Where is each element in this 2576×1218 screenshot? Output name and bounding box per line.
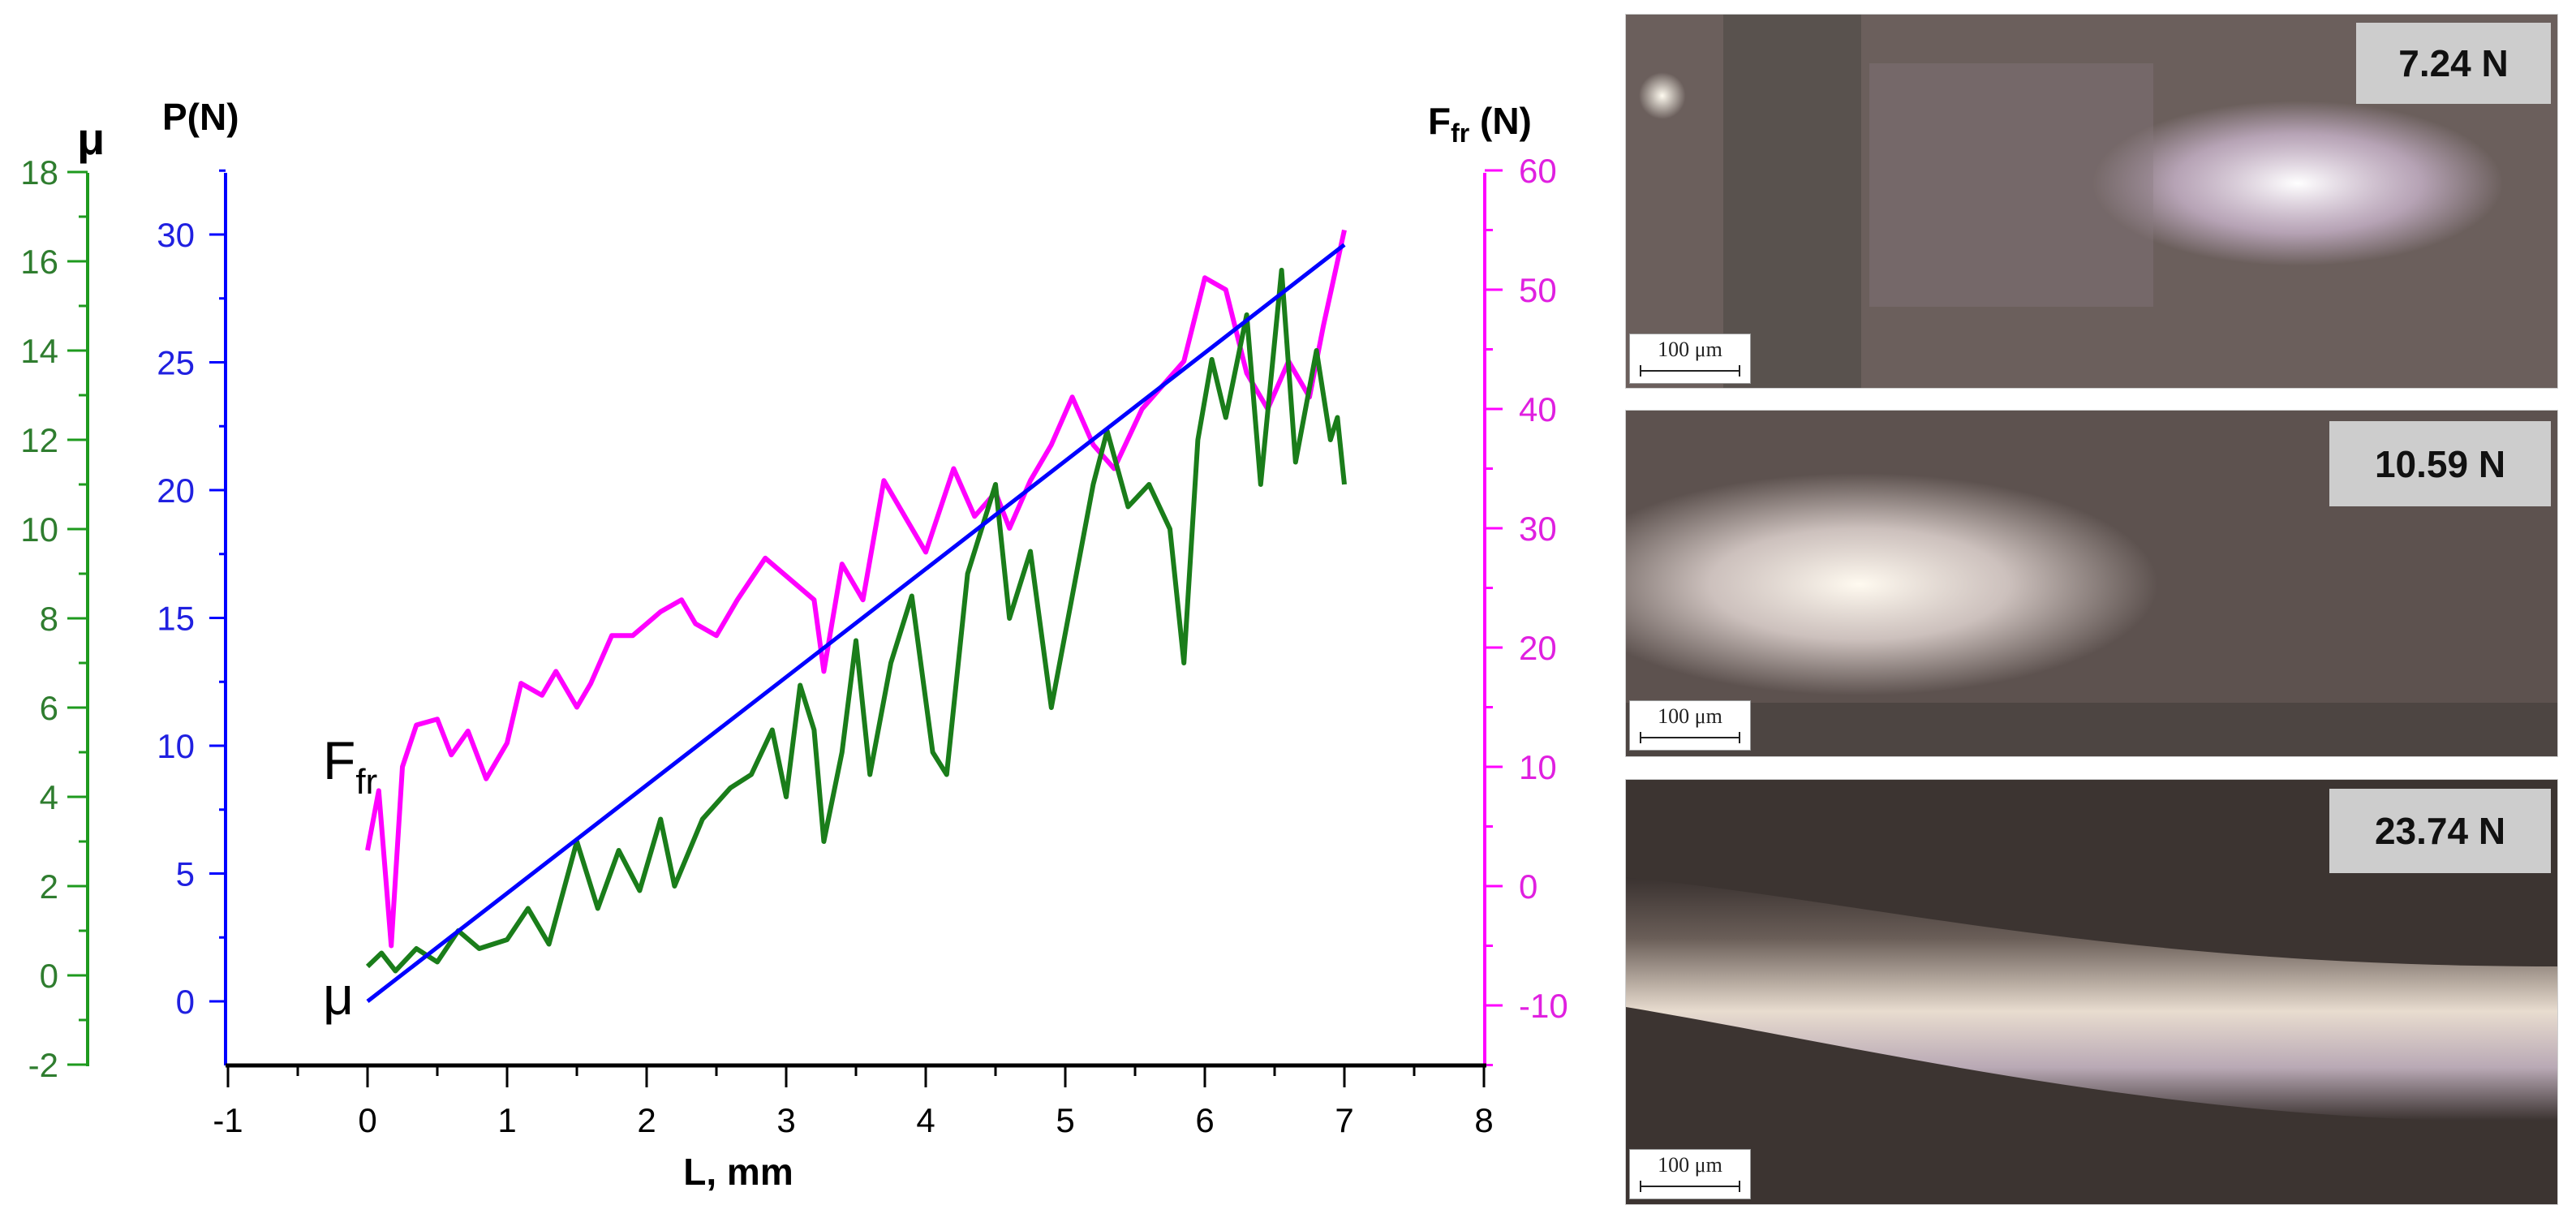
load-tick-label: 30 <box>157 216 195 254</box>
mu-tick-label: 18 <box>20 153 58 192</box>
load-series-line <box>366 243 1346 1003</box>
scale-bar-3-text: 100 μm <box>1658 1153 1722 1177</box>
mu-tick-label: -2 <box>28 1046 58 1084</box>
friction-tick-label: 40 <box>1519 390 1557 428</box>
mu-tick-label: 4 <box>40 778 58 816</box>
x-tick-label: -1 <box>213 1101 243 1139</box>
load-label-1: 7.24 N <box>2356 23 2551 104</box>
x-tick-label: 3 <box>776 1101 795 1139</box>
scale-bar-3: 100 μm <box>1629 1149 1751 1199</box>
axis-titles: μ P(N) Ffr (N) L, mm Ffr μ <box>77 96 1532 1193</box>
distance-axis: -1 0 1 2 3 4 5 6 7 8 <box>213 1063 1494 1139</box>
scale-bar-2-line <box>1640 732 1740 743</box>
micrograph-1: 7.24 N 100 μm <box>1625 14 2558 389</box>
load-tick-label: 15 <box>157 600 195 638</box>
series-layer <box>365 229 1347 1003</box>
load-tick-label: 5 <box>176 855 195 893</box>
x-tick-label: 0 <box>358 1101 376 1139</box>
friction-force-axis: -10 0 10 20 30 40 50 60 <box>1483 152 1568 1066</box>
friction-tick-label: 50 <box>1519 271 1557 309</box>
mu-tick-label: 8 <box>40 600 58 638</box>
load-tick-label: 25 <box>157 344 195 382</box>
mu-tick-label: 0 <box>40 957 58 995</box>
friction-tick-label: 20 <box>1519 629 1557 667</box>
friction-tick-label: 60 <box>1519 152 1557 190</box>
load-tick-label: 20 <box>157 471 195 510</box>
load-label-3: 23.74 N <box>2329 789 2551 873</box>
mu-tick-label: 12 <box>20 421 58 459</box>
x-tick-label: 1 <box>497 1101 516 1139</box>
scale-bar-1: 100 μm <box>1629 334 1751 384</box>
load-tick-label: 10 <box>157 727 195 765</box>
mu-series-line <box>365 268 1347 974</box>
mu-tick-label: 10 <box>20 510 58 549</box>
scale-bar-1-line <box>1640 365 1740 377</box>
x-axis-title: L, mm <box>683 1151 793 1193</box>
x-tick-label: 5 <box>1056 1101 1074 1139</box>
friction-tick-label: -10 <box>1519 987 1568 1025</box>
x-tick-label: 7 <box>1335 1101 1353 1139</box>
mu-axis: -2 0 2 4 6 8 10 12 14 16 18 <box>20 153 89 1084</box>
friction-tick-label: 30 <box>1519 510 1557 548</box>
mu-axis-title: μ <box>77 113 105 164</box>
micrograph-3: 23.74 N 100 μm <box>1625 779 2558 1205</box>
scale-bar-1-text: 100 μm <box>1658 338 1722 361</box>
friction-axis-title: Ffr (N) <box>1428 100 1532 148</box>
x-tick-label: 4 <box>916 1101 935 1139</box>
load-axis-title: P(N) <box>162 96 239 138</box>
mu-curve-annotation: μ <box>323 966 354 1026</box>
x-tick-label: 6 <box>1195 1101 1214 1139</box>
x-tick-label: 2 <box>637 1101 656 1139</box>
mu-tick-label: 14 <box>20 332 58 370</box>
mu-tick-label: 16 <box>20 243 58 281</box>
scale-bar-2: 100 μm <box>1629 700 1751 751</box>
friction-tick-label: 10 <box>1519 748 1557 786</box>
scale-bar-2-text: 100 μm <box>1658 704 1722 728</box>
scale-bar-3-line <box>1640 1181 1740 1192</box>
x-tick-label: 8 <box>1474 1101 1493 1139</box>
load-tick-label: 0 <box>176 983 195 1021</box>
load-axis: 0 5 10 15 20 25 30 <box>157 169 227 1065</box>
load-label-2: 10.59 N <box>2329 421 2551 506</box>
friction-curve-annotation: Ffr <box>323 730 377 802</box>
mu-tick-label: 2 <box>40 867 58 906</box>
mu-tick-label: 6 <box>40 689 58 727</box>
micrograph-2: 10.59 N 100 μm <box>1625 410 2558 757</box>
friction-series-line <box>365 229 1347 949</box>
friction-tick-label: 0 <box>1519 867 1537 906</box>
